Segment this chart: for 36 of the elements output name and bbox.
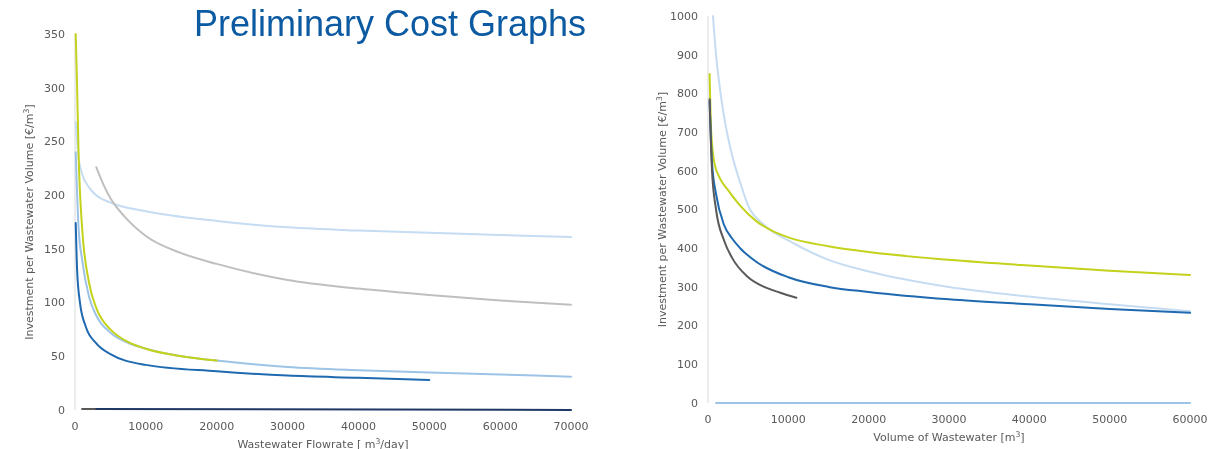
y-tick-label: 200 (44, 188, 65, 202)
x-tick-label: 60000 (482, 420, 518, 433)
x-tick-label: 20000 (851, 413, 887, 426)
y-tick-label: 100 (44, 296, 65, 310)
x-tick-label: 10000 (770, 413, 806, 426)
x-tick-label: 0 (71, 420, 79, 433)
y-tick-label: 150 (44, 242, 65, 256)
y-tick-label: 50 (51, 350, 65, 364)
y-tick-label: 0 (58, 403, 65, 417)
y-tick-label: 400 (677, 242, 698, 256)
chart-title: Preliminary Cost Graphs (193, 3, 587, 44)
x-tick-label: 60000 (1172, 413, 1208, 426)
y-tick-label: 300 (677, 280, 698, 294)
y-tick-label: 300 (44, 81, 65, 95)
x-tick-label: 20000 (199, 420, 235, 433)
y-tick-label: 600 (677, 164, 698, 178)
x-tick-label: 70000 (553, 420, 589, 433)
x-tick-label: 50000 (411, 420, 447, 433)
x-tick-label: 30000 (931, 413, 967, 426)
x-axis-title: Volume of Wastewater [m$^{3}$] (873, 429, 1025, 444)
x-tick-label: 40000 (1011, 413, 1047, 426)
y-tick-label: 0 (691, 396, 698, 410)
y-tick-label: 250 (44, 135, 65, 149)
y-tick-label: 200 (677, 319, 698, 333)
x-tick-label: 10000 (128, 420, 164, 433)
x-tick-label: 50000 (1092, 413, 1128, 426)
y-tick-label: 500 (677, 203, 698, 217)
x-tick-label: 30000 (270, 420, 306, 433)
y-tick-label: 800 (677, 87, 698, 101)
y-tick-label: 700 (677, 125, 698, 139)
y-tick-label: 900 (677, 48, 698, 62)
x-tick-label: 0 (704, 413, 712, 426)
y-tick-label: 350 (44, 27, 65, 41)
x-tick-label: 40000 (340, 420, 376, 433)
y-tick-label: 100 (677, 358, 698, 372)
y-tick-label: 1000 (670, 9, 698, 23)
